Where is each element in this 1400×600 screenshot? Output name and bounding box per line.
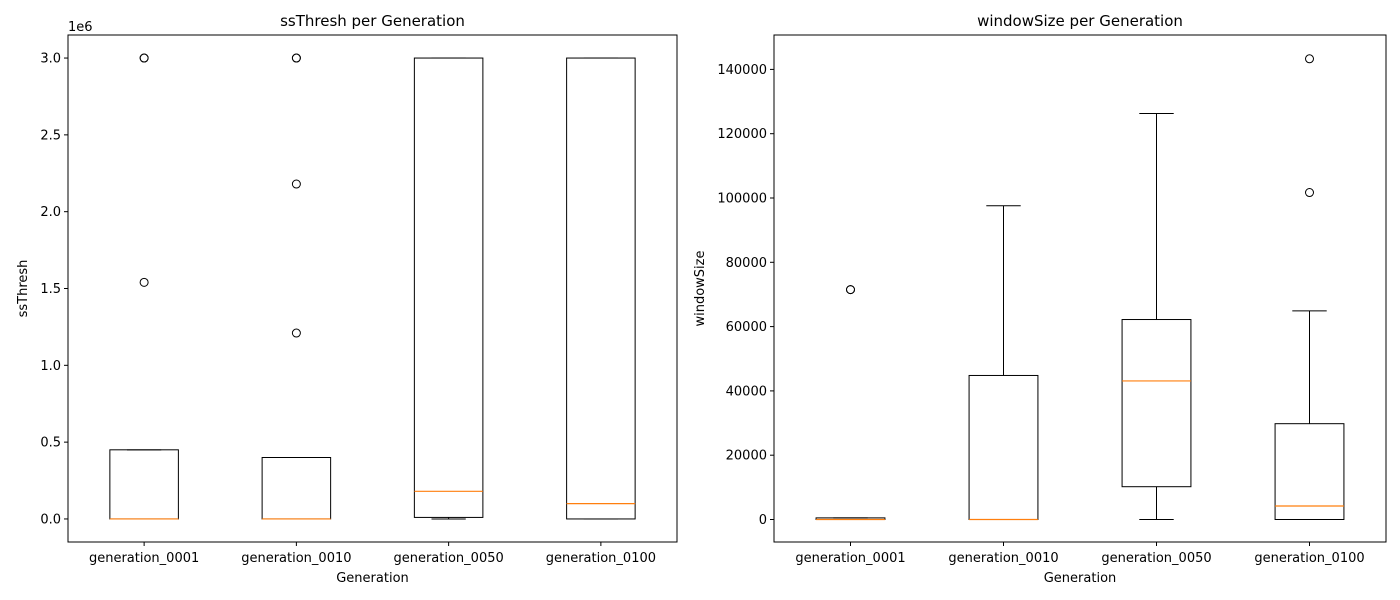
outlier-point	[1305, 54, 1314, 64]
ssthresh-y-tick-label: 1.0	[40, 359, 61, 374]
windowsize-ticks: 0 20000 40000 60000 80000 100000 120000 140000 g…	[717, 63, 1364, 566]
windowsize-x-axis-label: Generation	[1044, 571, 1117, 586]
windowsize-box-generation_0001	[815, 285, 886, 521]
iqr-box	[413, 57, 484, 518]
outlier-point	[291, 328, 301, 338]
iqr-box	[1121, 319, 1192, 488]
ssthresh-x-tick-label: generation_0001	[89, 551, 199, 566]
ssthresh-x-tick-label: generation_0100	[546, 551, 656, 566]
ssthresh-box-generation_0100	[566, 57, 636, 520]
ssthresh-box-generation_0010	[261, 53, 332, 520]
windowsize-y-tick-label: 0	[759, 513, 767, 528]
windowsize-boxes	[815, 54, 1345, 521]
windowsize-y-tick-label: 60000	[726, 320, 767, 335]
ssthresh-box-generation_0001	[109, 53, 179, 520]
outlier-point	[139, 53, 149, 63]
ssthresh-y-tick-label: 0.5	[40, 436, 61, 451]
outlier-point	[291, 179, 301, 189]
windowsize-x-tick-label: generation_0001	[795, 551, 905, 566]
windowsize-y-tick-label: 20000	[726, 449, 767, 464]
ssthresh-subplot: ssThresh per Generation Generation ssThr…	[16, 12, 678, 586]
ssthresh-y-tick-label: 1.5	[40, 282, 61, 297]
windowsize-y-tick-label: 80000	[726, 256, 767, 271]
windowsize-x-tick-label: generation_0100	[1254, 551, 1364, 566]
windowsize-y-tick-label: 120000	[717, 127, 767, 142]
windowsize-y-axis-label: windowSize	[693, 250, 708, 326]
ssthresh-boxes	[109, 53, 636, 520]
iqr-box	[566, 57, 636, 520]
ssthresh-x-axis-label: Generation	[336, 571, 409, 586]
outlier-point	[1305, 188, 1314, 198]
ssthresh-chart-title: ssThresh per Generation	[280, 12, 465, 30]
ssthresh-y-tick-label: 2.0	[40, 205, 61, 220]
iqr-box	[1274, 423, 1345, 520]
iqr-box	[261, 457, 332, 520]
ssthresh-y-tick-label: 2.5	[40, 128, 61, 143]
iqr-box	[109, 449, 179, 520]
ssthresh-x-tick-label: generation_0050	[393, 551, 503, 566]
windowsize-box-generation_0050	[1121, 112, 1192, 520]
ssthresh-x-tick-label: generation_0010	[241, 551, 351, 566]
iqr-box	[968, 374, 1039, 520]
outlier-point	[139, 277, 149, 287]
ssthresh-y-offset-label: 1e6	[68, 20, 93, 35]
ssthresh-y-axis-label: ssThresh	[16, 260, 31, 318]
windowsize-x-tick-label: generation_0010	[948, 551, 1058, 566]
windowsize-chart-title: windowSize per Generation	[977, 12, 1183, 30]
windowsize-y-tick-label: 40000	[726, 384, 767, 399]
ssthresh-box-generation_0050	[413, 57, 484, 520]
outlier-point	[291, 53, 301, 63]
outlier-point	[846, 285, 855, 295]
ssthresh-y-tick-label: 3.0	[40, 52, 61, 67]
windowsize-box-generation_0100	[1274, 54, 1345, 520]
ssthresh-ticks: 0.0 0.5 1.0 1.5 2.0 2.5 3.0 generation_0001 gene…	[40, 52, 656, 566]
windowsize-x-tick-label: generation_0050	[1101, 551, 1211, 566]
windowsize-plot-frame	[773, 34, 1387, 543]
ssthresh-plot-frame	[67, 34, 678, 543]
windowsize-y-tick-label: 100000	[717, 191, 767, 206]
ssthresh-y-tick-label: 0.0	[40, 512, 61, 527]
windowsize-y-tick-label: 140000	[717, 63, 767, 78]
windowsize-subplot: windowSize per Generation Generation win…	[693, 12, 1387, 586]
windowsize-box-generation_0010	[968, 205, 1039, 521]
